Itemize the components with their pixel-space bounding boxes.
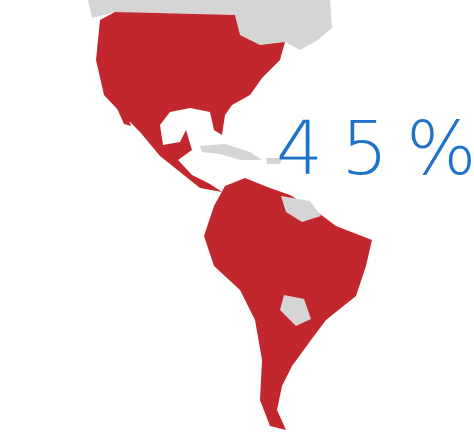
land-gray <box>300 18 325 40</box>
land-gray <box>280 295 311 326</box>
annotation: 45% <box>276 106 474 192</box>
land-highlighted <box>108 88 131 126</box>
land-gray <box>200 144 262 160</box>
land-gray <box>266 158 282 164</box>
land-highlighted <box>96 12 285 192</box>
land-gray <box>88 0 332 50</box>
land-gray <box>281 196 321 222</box>
